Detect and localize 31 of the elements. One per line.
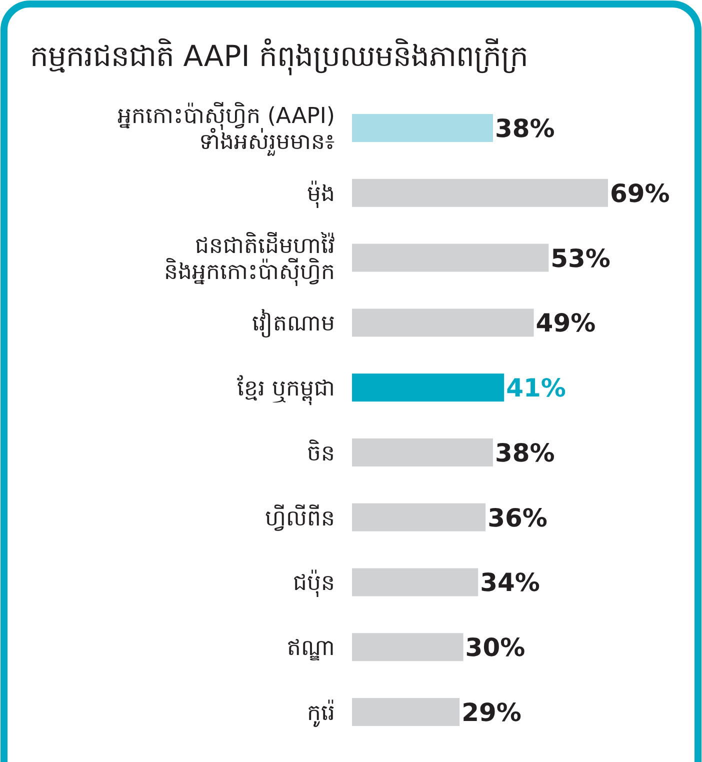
bar	[352, 374, 504, 402]
y-tick-label: ជប៉ុន	[293, 569, 335, 598]
bar	[352, 114, 493, 142]
y-tick-label: អ្នកកោះប៉ាស៊ីហ្វិក (AAPI) ទាំងអស់រួមមាន៖	[117, 102, 335, 156]
y-tick-label: ជនជាតិដើមហាវ៉ៃ និងអ្នកកោះប៉ាស៊ីហ្វិក	[164, 232, 335, 286]
bar	[352, 568, 478, 596]
data-label: 41%	[506, 374, 566, 403]
y-tick-label: ឥណ្ឌា	[287, 636, 335, 662]
y-tick-label: កូរ៉េ	[307, 699, 335, 727]
data-label: 69%	[610, 178, 670, 208]
y-tick-label: ហ្វីលីពីន	[265, 504, 335, 532]
data-label: 34%	[480, 568, 540, 598]
bar	[352, 308, 534, 337]
y-tick-label: ខ្មែរ ឬកម្ពុជា	[237, 374, 335, 406]
data-label: 30%	[465, 633, 526, 662]
bar	[352, 438, 493, 466]
data-label: 53%	[550, 244, 610, 273]
chart-title: កម្មករជនជាតិ AAPI កំពុងប្រឈមនិងភាពក្រីក្រ	[30, 38, 528, 76]
data-label: 38%	[494, 114, 555, 143]
bar	[352, 503, 486, 532]
bar	[352, 698, 460, 726]
bar	[352, 178, 608, 207]
y-tick-label: វៀតណាម	[252, 308, 335, 338]
data-label: 38%	[494, 438, 555, 468]
data-label: 49%	[536, 308, 596, 338]
bar	[352, 633, 464, 662]
data-label: 29%	[462, 698, 522, 727]
bar	[352, 244, 549, 272]
y-tick-label: ម៉ុង	[307, 180, 335, 208]
data-label: 36%	[488, 503, 548, 532]
y-tick-label: ចិន	[307, 439, 335, 466]
